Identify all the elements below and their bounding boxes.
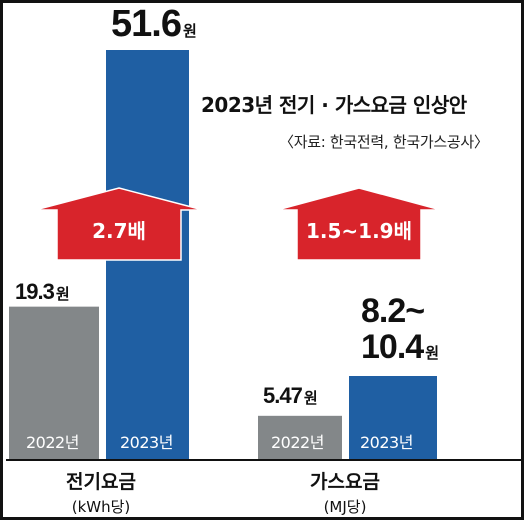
chart-title: 2023년 전기 · 가스요금 인상안	[201, 93, 467, 117]
value-label-gas-2023: 8.2~ 10.4 원	[361, 292, 439, 366]
value-label-electricity-2023: 51.6 원	[111, 3, 197, 45]
chart-svg	[6, 50, 521, 461]
year-label-electricity-2022: 2022년	[26, 433, 79, 452]
bar-gas-2023	[349, 376, 437, 460]
increase-arrow-gas	[276, 187, 442, 261]
multiplier-label-gas: 1.5~1.9배	[305, 219, 413, 243]
year-label-electricity-2023: 2023년	[120, 433, 173, 452]
category-label-electricity: 전기요금 (kWh당)	[66, 471, 136, 516]
value-label-gas-2022: 5.47 원	[263, 383, 318, 408]
value-label-electricity-2022: 19.3 원	[15, 279, 70, 304]
year-label-gas-2023: 2023년	[360, 433, 413, 452]
year-label-gas-2022: 2022년	[271, 433, 324, 452]
category-label-gas: 가스요금 (MJ당)	[310, 471, 380, 516]
bar-electricity-2022	[9, 306, 99, 460]
increase-arrow-electricity	[34, 187, 204, 261]
multiplier-label-electricity: 2.7배	[92, 219, 146, 243]
bar-gas-2022	[258, 415, 342, 460]
source-note: 〈자료: 한국전력, 한국가스공사〉	[279, 133, 489, 151]
